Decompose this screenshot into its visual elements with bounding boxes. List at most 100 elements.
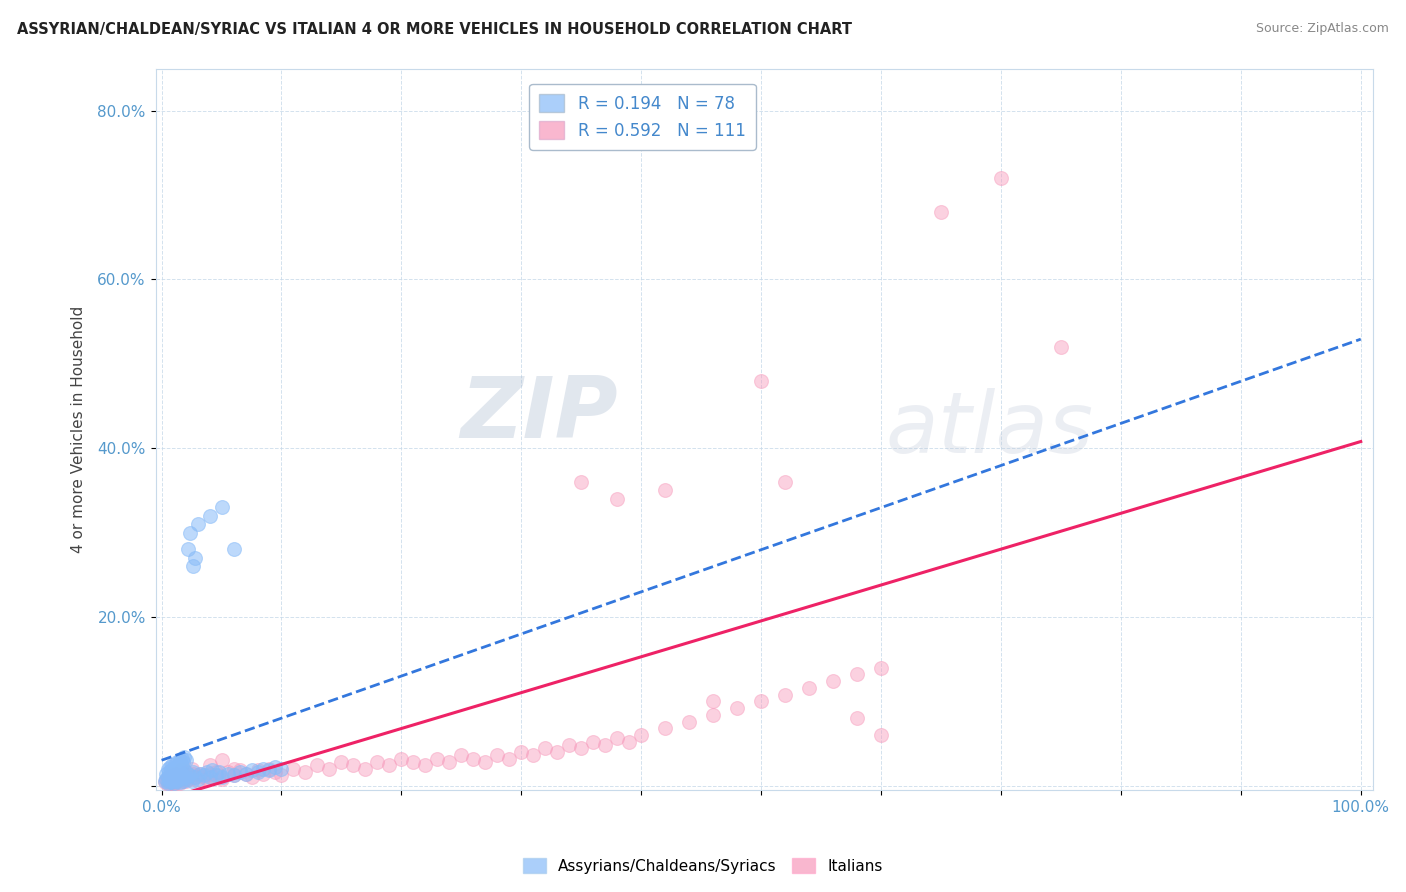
Point <box>654 721 676 735</box>
Point <box>169 753 191 767</box>
Point <box>450 748 472 763</box>
Point <box>169 765 191 780</box>
Point <box>155 772 177 786</box>
Point <box>823 673 845 688</box>
Point <box>201 764 224 778</box>
Text: ASSYRIAN/CHALDEAN/SYRIAC VS ITALIAN 4 OR MORE VEHICLES IN HOUSEHOLD CORRELATION : ASSYRIAN/CHALDEAN/SYRIAC VS ITALIAN 4 OR… <box>17 22 852 37</box>
Point <box>159 775 181 789</box>
Point <box>157 773 180 788</box>
Legend: R = 0.194   N = 78, R = 0.592   N = 111: R = 0.194 N = 78, R = 0.592 N = 111 <box>529 84 755 150</box>
Point <box>157 774 180 789</box>
Point <box>188 766 211 780</box>
Point <box>193 770 215 784</box>
Point <box>166 762 188 776</box>
Point <box>172 774 194 789</box>
Point <box>160 766 183 780</box>
Point <box>307 758 329 772</box>
Point <box>167 770 190 784</box>
Point <box>172 755 194 769</box>
Point <box>702 694 724 708</box>
Point <box>593 738 616 752</box>
Point <box>283 762 305 776</box>
Point <box>165 774 187 789</box>
Point <box>165 766 187 780</box>
Point <box>749 374 772 388</box>
Point <box>177 766 200 780</box>
Point <box>474 755 496 769</box>
Point <box>162 777 184 791</box>
Point <box>165 766 187 780</box>
Point <box>342 758 364 772</box>
Point <box>463 751 485 765</box>
Point <box>725 701 748 715</box>
Point <box>170 768 193 782</box>
Point <box>208 765 231 780</box>
Point <box>606 491 628 506</box>
Point <box>187 768 209 782</box>
Point <box>582 735 605 749</box>
Point <box>177 770 200 784</box>
Point <box>156 770 179 784</box>
Point <box>153 774 176 789</box>
Point <box>159 760 181 774</box>
Point <box>606 731 628 746</box>
Point <box>195 765 218 780</box>
Point <box>162 772 184 786</box>
Point <box>558 738 581 752</box>
Point <box>166 770 188 784</box>
Point <box>181 559 204 574</box>
Point <box>165 760 187 774</box>
Point <box>156 776 179 790</box>
Point <box>222 768 245 782</box>
Point <box>188 766 211 780</box>
Point <box>163 768 186 782</box>
Point <box>486 748 509 763</box>
Point <box>162 772 184 787</box>
Point <box>217 766 239 780</box>
Point <box>195 772 218 786</box>
Point <box>162 770 184 784</box>
Point <box>155 772 177 787</box>
Point <box>198 770 221 784</box>
Point <box>222 762 245 776</box>
Point <box>198 508 221 523</box>
Point <box>522 748 544 763</box>
Point <box>170 772 193 786</box>
Point <box>160 772 183 787</box>
Point <box>426 751 449 765</box>
Text: ZIP: ZIP <box>461 373 619 456</box>
Point <box>174 753 197 767</box>
Point <box>163 768 186 782</box>
Point <box>990 171 1012 186</box>
Point <box>211 753 233 767</box>
Point <box>162 775 184 789</box>
Point <box>162 771 184 785</box>
Point <box>159 776 181 790</box>
Point <box>198 758 221 772</box>
Point <box>415 758 437 772</box>
Point <box>181 766 204 780</box>
Point <box>510 745 533 759</box>
Point <box>184 770 207 784</box>
Point <box>163 756 186 771</box>
Point <box>157 773 180 788</box>
Point <box>330 755 353 769</box>
Point <box>160 770 183 784</box>
Point <box>179 772 201 786</box>
Point <box>162 776 184 790</box>
Point <box>294 765 316 780</box>
Point <box>654 483 676 498</box>
Point <box>187 773 209 788</box>
Point <box>170 768 193 782</box>
Point <box>172 773 194 788</box>
Point <box>156 777 179 791</box>
Point <box>204 765 226 780</box>
Point <box>169 776 191 790</box>
Point <box>252 762 274 776</box>
Point <box>172 768 194 782</box>
Point <box>546 745 568 759</box>
Point <box>318 762 340 776</box>
Point <box>180 762 202 776</box>
Point <box>228 764 250 778</box>
Point <box>173 764 195 778</box>
